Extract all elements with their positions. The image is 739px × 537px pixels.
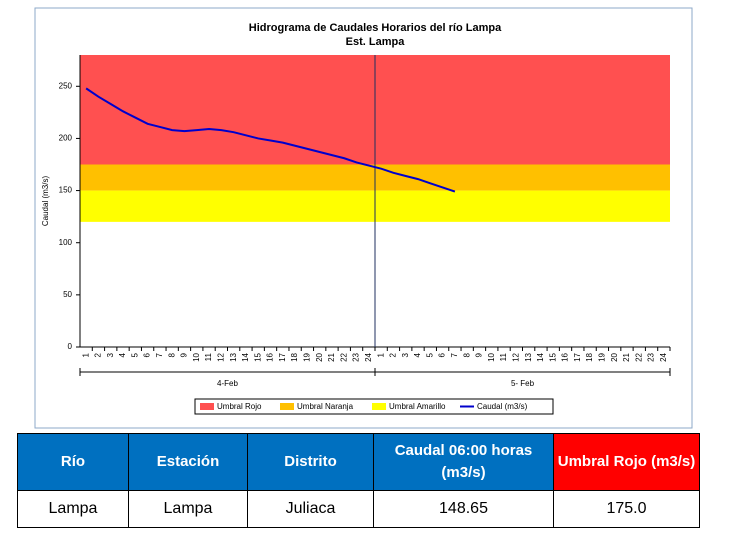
header-cell: Caudal 06:00 horas (m3/s): [373, 433, 554, 491]
x-tick-label: 9: [475, 352, 484, 357]
x-tick-label: 1: [81, 352, 90, 357]
y-tick-label: 150: [59, 186, 73, 195]
data-row: Lampa Lampa Juliaca 148.65 175.0: [17, 490, 700, 528]
x-tick-label: 21: [622, 352, 631, 361]
x-tick-label: 15: [548, 352, 557, 361]
y-tick-label: 0: [68, 342, 73, 351]
header-cell: Umbral Rojo (m3/s): [553, 433, 700, 491]
x-tick-label: 12: [511, 352, 520, 361]
cell: Lampa: [128, 490, 248, 528]
x-tick-label: 4: [413, 352, 422, 357]
x-tick-label: 18: [290, 352, 299, 361]
x-tick-label: 24: [364, 352, 373, 361]
legend-label: Caudal (m3/s): [477, 402, 528, 411]
x-tick-label: 6: [143, 352, 152, 357]
x-tick-label: 3: [401, 352, 410, 357]
cell: 148.65: [373, 490, 554, 528]
x-tick-label: 13: [229, 352, 238, 361]
x-tick-label: 4: [118, 352, 127, 357]
x-tick-label: 22: [339, 352, 348, 361]
y-tick-label: 200: [59, 134, 73, 143]
x-tick-label: 10: [192, 352, 201, 361]
x-tick-label: 13: [524, 352, 533, 361]
x-tick-label: 7: [450, 352, 459, 357]
x-tick-label: 23: [647, 352, 656, 361]
x-tick-label: 11: [499, 352, 508, 361]
x-tick-label: 7: [155, 352, 164, 357]
x-tick-label: 14: [536, 352, 545, 361]
y-tick-label: 100: [59, 238, 73, 247]
x-tick-label: 11: [204, 352, 213, 361]
legend-label: Umbral Amarillo: [389, 402, 446, 411]
chart-title: Hidrograma de Caudales Horarios del río …: [249, 22, 502, 34]
legend-label: Umbral Naranja: [297, 402, 354, 411]
legend-swatch: [372, 403, 386, 410]
chart-subtitle: Est. Lampa: [346, 36, 406, 48]
x-tick-label: 5: [425, 352, 434, 357]
chart: Hidrograma de Caudales Horarios del río …: [34, 7, 693, 429]
x-tick-label: 1: [376, 352, 385, 357]
flow-line: [85, 87, 456, 193]
x-tick-label: 15: [253, 352, 262, 361]
header-cell: Río: [17, 433, 129, 491]
cell: Juliaca: [247, 490, 374, 528]
x-tick-label: 6: [438, 352, 447, 357]
x-tick-label: 19: [303, 352, 312, 361]
x-tick-label: 8: [167, 352, 176, 357]
x-tick-label: 22: [634, 352, 643, 361]
x-tick-label: 2: [389, 352, 398, 357]
x-tick-label: 21: [327, 352, 336, 361]
group-label: 4-Feb: [217, 379, 238, 388]
header-row: Río Estación Distrito Caudal 06:00 horas…: [17, 433, 700, 491]
x-tick-label: 18: [585, 352, 594, 361]
x-tick-label: 10: [487, 352, 496, 361]
x-tick-label: 16: [561, 352, 570, 361]
x-tick-label: 24: [659, 352, 668, 361]
group-label: 5- Feb: [511, 379, 535, 388]
x-tick-label: 14: [241, 352, 250, 361]
x-tick-label: 12: [216, 352, 225, 361]
x-tick-label: 3: [106, 352, 115, 357]
x-tick-label: 16: [266, 352, 275, 361]
legend-label: Umbral Rojo: [217, 402, 262, 411]
header-cell: Estación: [128, 433, 248, 491]
x-tick-label: 2: [94, 352, 103, 357]
x-tick-label: 17: [278, 352, 287, 361]
y-axis-label: Caudal (m3/s): [41, 176, 50, 227]
summary-table: Río Estación Distrito Caudal 06:00 horas…: [17, 433, 700, 528]
x-tick-label: 9: [180, 352, 189, 357]
legend-swatch: [200, 403, 214, 410]
y-tick-label: 50: [63, 290, 72, 299]
x-tick-label: 20: [610, 352, 619, 361]
y-tick-label: 250: [59, 81, 73, 90]
x-tick-label: 20: [315, 352, 324, 361]
cell: Lampa: [17, 490, 129, 528]
header-cell: Distrito: [247, 433, 374, 491]
x-tick-label: 8: [462, 352, 471, 357]
cell: 175.0: [553, 490, 700, 528]
x-tick-label: 19: [598, 352, 607, 361]
x-tick-label: 23: [352, 352, 361, 361]
legend-swatch: [280, 403, 294, 410]
x-tick-label: 17: [573, 352, 582, 361]
x-tick-label: 5: [130, 352, 139, 357]
